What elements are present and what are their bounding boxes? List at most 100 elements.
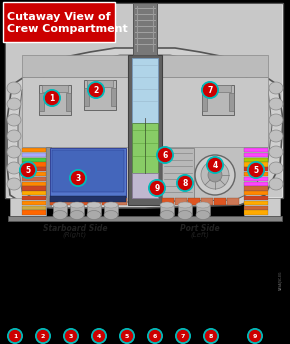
Ellipse shape <box>53 211 67 219</box>
Bar <box>162 77 268 147</box>
Bar <box>244 186 268 191</box>
Bar <box>22 186 46 191</box>
Text: 8: 8 <box>209 333 213 338</box>
Ellipse shape <box>70 211 84 219</box>
Bar <box>188 198 200 205</box>
Circle shape <box>176 329 190 343</box>
Bar <box>39 85 71 115</box>
Bar <box>52 150 124 192</box>
Bar <box>244 211 268 215</box>
Bar <box>178 205 192 215</box>
Ellipse shape <box>160 211 174 219</box>
Bar <box>115 198 127 205</box>
Bar <box>244 148 268 152</box>
Polygon shape <box>7 48 283 208</box>
Text: Mid-Deck
Closet: Mid-Deck Closet <box>71 306 89 328</box>
Bar <box>22 196 46 200</box>
Ellipse shape <box>70 202 84 208</box>
Bar <box>244 191 268 195</box>
Ellipse shape <box>269 162 283 174</box>
Text: 1: 1 <box>49 94 55 103</box>
Ellipse shape <box>104 202 118 208</box>
Bar <box>76 198 88 205</box>
Bar <box>22 158 46 162</box>
Bar <box>50 198 62 205</box>
Bar <box>22 201 46 205</box>
Bar <box>8 216 282 221</box>
Ellipse shape <box>7 98 21 110</box>
Text: 4: 4 <box>212 161 218 170</box>
Bar <box>22 162 46 166</box>
Bar <box>132 123 158 173</box>
Circle shape <box>179 176 191 190</box>
Bar <box>10 198 46 216</box>
Circle shape <box>208 168 222 182</box>
Circle shape <box>88 82 104 98</box>
Ellipse shape <box>269 178 283 190</box>
Text: 5: 5 <box>125 333 129 338</box>
Circle shape <box>202 82 218 98</box>
Ellipse shape <box>269 98 283 110</box>
Circle shape <box>148 329 162 343</box>
Bar <box>244 206 268 210</box>
Bar <box>84 88 89 106</box>
Bar <box>84 80 116 110</box>
Bar <box>22 177 46 181</box>
Circle shape <box>177 175 193 191</box>
Bar <box>214 198 226 205</box>
Text: 5: 5 <box>26 165 30 174</box>
Bar <box>244 167 268 171</box>
Bar <box>202 93 207 111</box>
Bar <box>53 205 67 215</box>
Bar <box>22 77 128 147</box>
Bar <box>244 177 268 181</box>
Ellipse shape <box>104 211 118 219</box>
Bar <box>22 172 46 176</box>
Bar <box>244 196 268 200</box>
Bar <box>3 2 115 42</box>
Bar <box>196 205 210 215</box>
Bar <box>66 93 71 111</box>
Text: 2: 2 <box>93 86 99 95</box>
Bar <box>104 205 118 215</box>
Circle shape <box>20 162 36 178</box>
Circle shape <box>46 92 59 105</box>
Text: Crew Compartment: Crew Compartment <box>7 24 128 34</box>
Bar <box>160 205 174 215</box>
Bar <box>244 201 268 205</box>
Bar <box>244 158 268 162</box>
Text: Galley/
Toilet: Galley/ Toilet <box>211 310 226 328</box>
Bar <box>22 191 46 195</box>
Ellipse shape <box>269 114 283 126</box>
Circle shape <box>93 331 104 342</box>
Text: 2: 2 <box>41 333 45 338</box>
Circle shape <box>72 172 84 184</box>
Text: Starboard Side: Starboard Side <box>43 224 107 233</box>
Circle shape <box>122 331 133 342</box>
Circle shape <box>249 163 262 176</box>
Text: NASA/JSC-EG: NASA/JSC-EG <box>279 270 283 290</box>
Bar <box>244 172 268 176</box>
Bar <box>50 148 126 200</box>
Bar <box>111 88 116 106</box>
Text: 3: 3 <box>69 333 73 338</box>
Bar <box>244 198 280 216</box>
Ellipse shape <box>7 114 21 126</box>
Text: Waste
Management: Waste Management <box>99 299 121 328</box>
Text: Side
Hatch: Side Hatch <box>127 313 141 328</box>
Bar <box>102 198 114 205</box>
Text: 8: 8 <box>182 179 188 187</box>
Bar <box>63 198 75 205</box>
Text: 3: 3 <box>75 173 81 183</box>
Bar <box>70 205 84 215</box>
Bar <box>6 4 282 197</box>
Circle shape <box>204 329 218 343</box>
Ellipse shape <box>7 82 21 94</box>
Bar <box>205 85 231 92</box>
Bar <box>244 153 268 157</box>
Text: Ladder: Ladder <box>255 313 266 328</box>
Ellipse shape <box>7 146 21 158</box>
Circle shape <box>204 84 217 97</box>
Text: (Right): (Right) <box>63 231 87 238</box>
Circle shape <box>177 331 188 342</box>
